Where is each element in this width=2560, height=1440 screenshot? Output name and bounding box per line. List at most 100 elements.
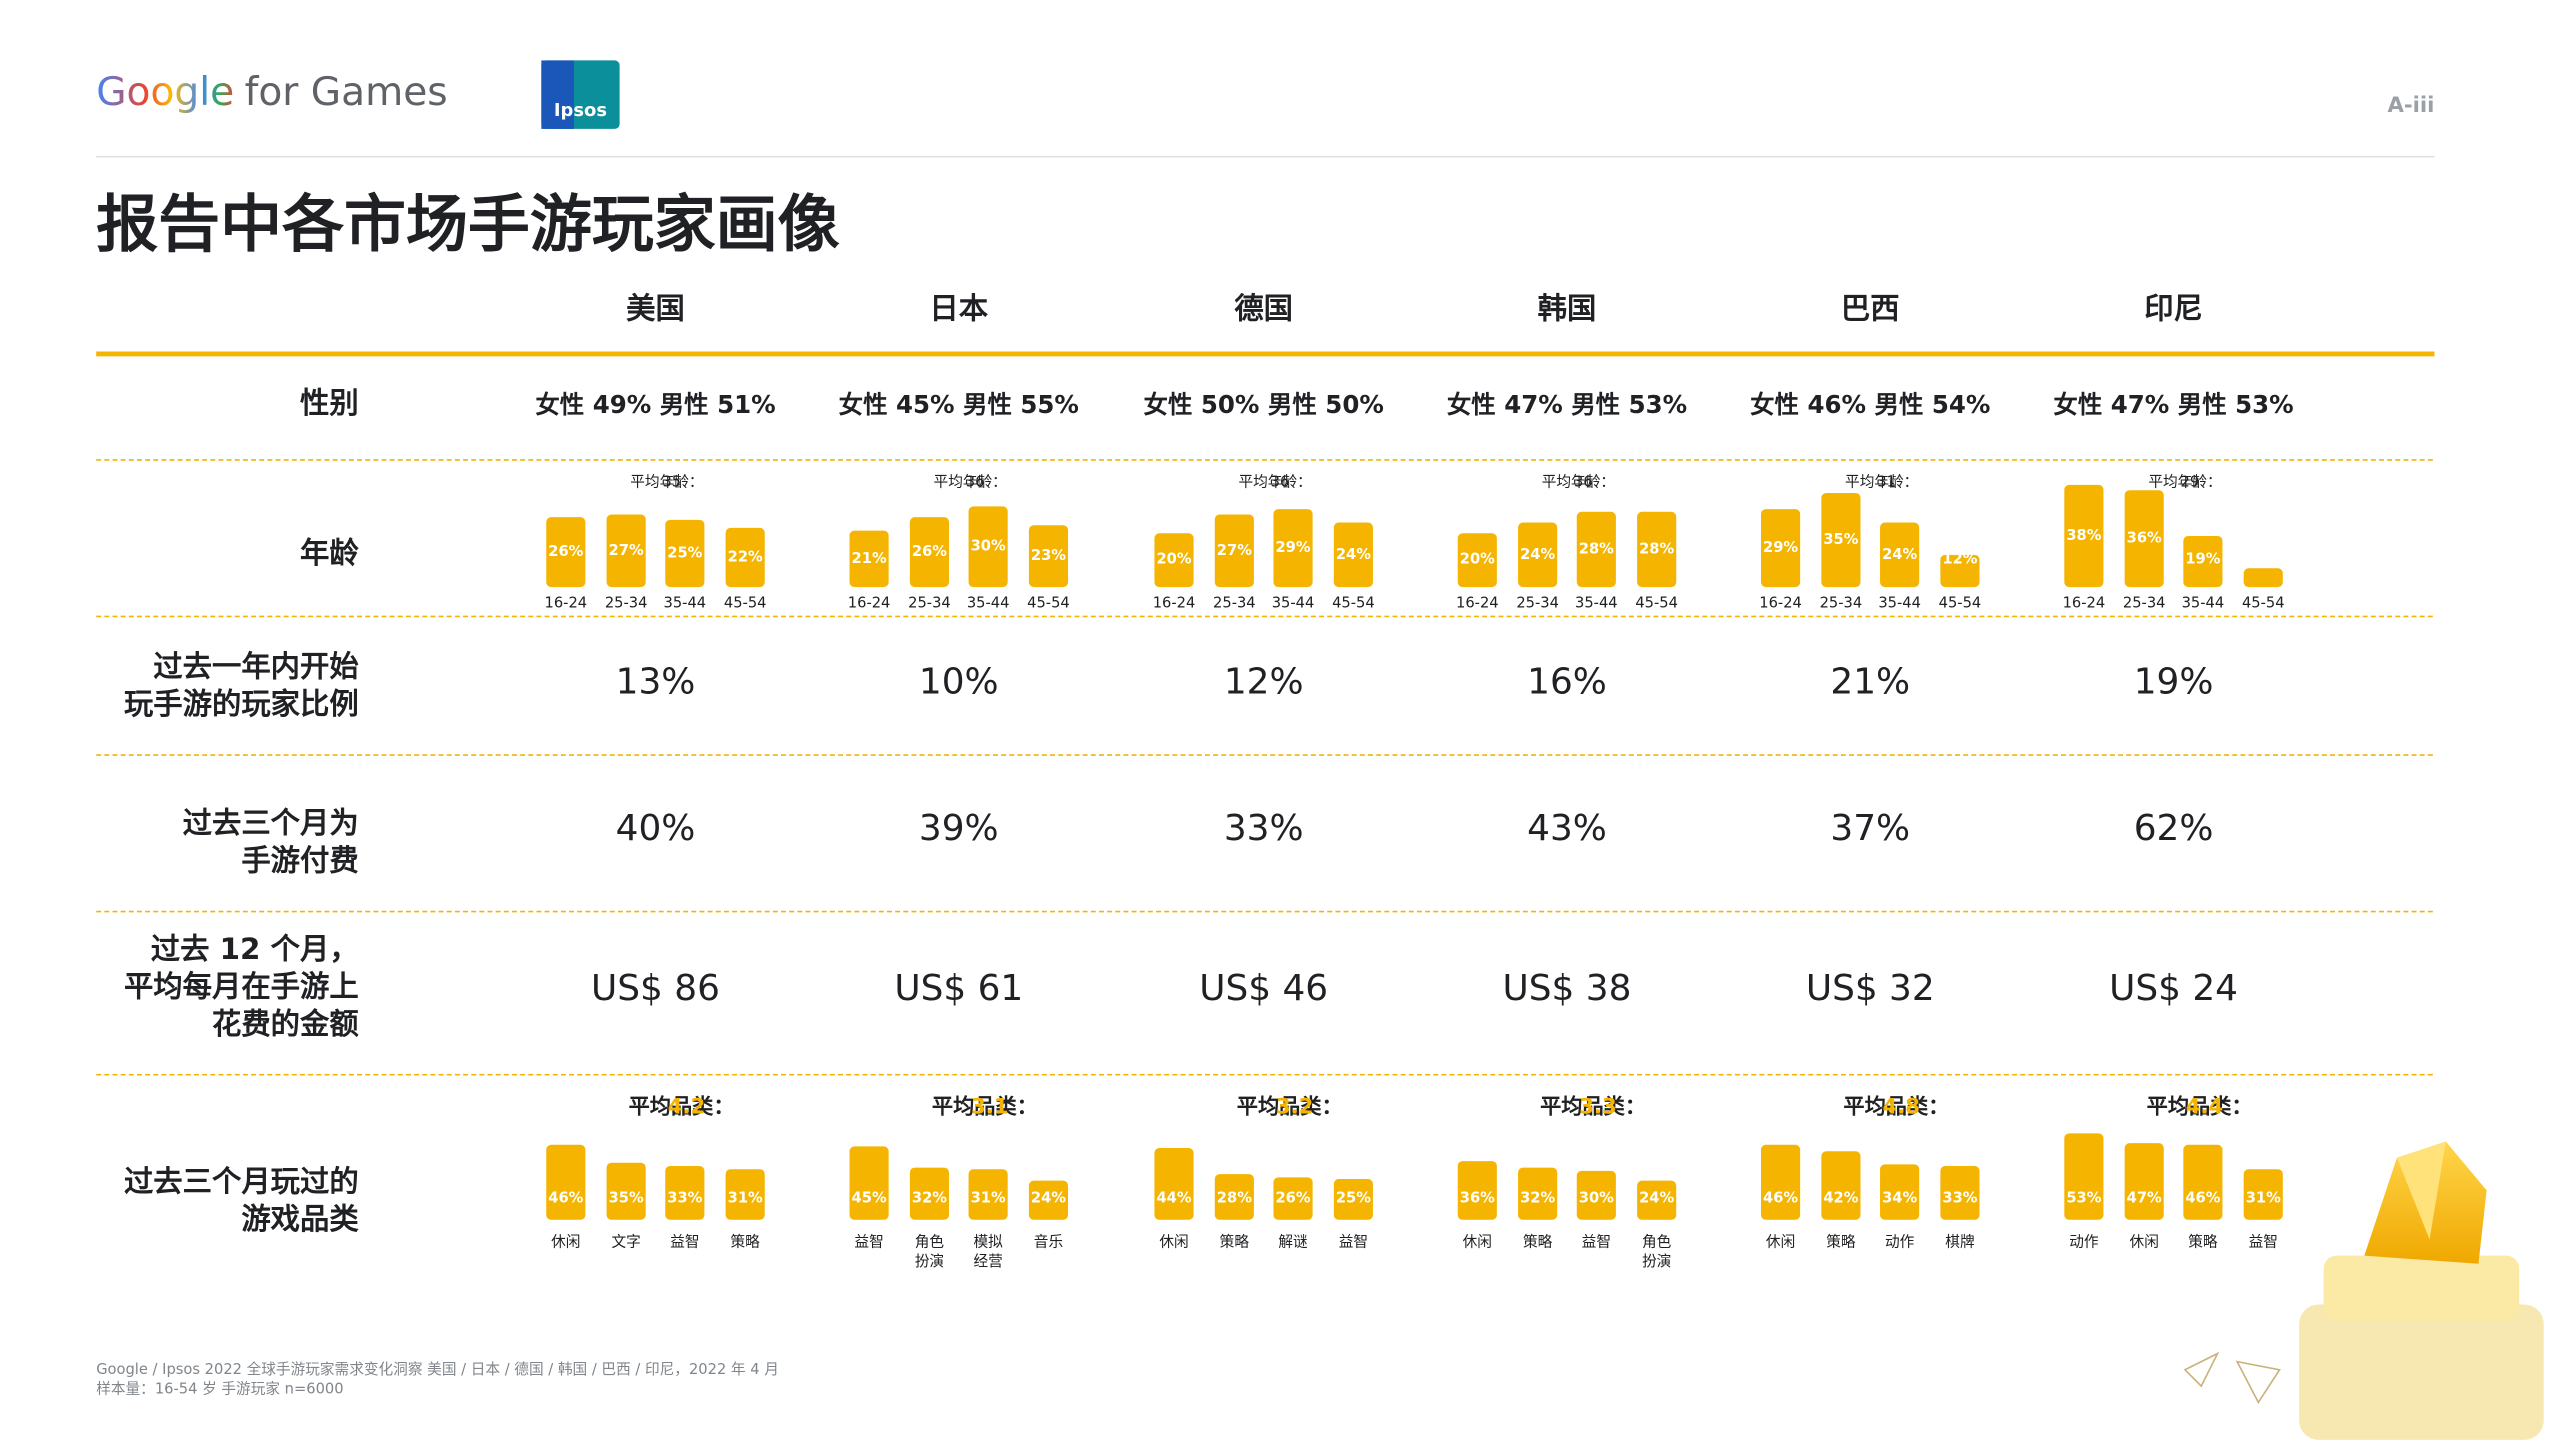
genre-bar-label: 25% — [1336, 1190, 1371, 1207]
age-bar — [849, 530, 889, 588]
genre-name: 动作 — [2069, 1234, 2099, 1251]
country-header: 日本 — [929, 291, 988, 325]
age-bar — [1457, 533, 1497, 588]
row-label: 游戏品类 — [241, 1202, 359, 1236]
age-bar-label: 29% — [1763, 539, 1798, 556]
new-player-share: 21% — [1830, 661, 1910, 702]
gender-split: 女性 46% 男性 54% — [1750, 390, 1990, 419]
genre-avg: 4.2 — [668, 1093, 706, 1118]
age-bar — [725, 527, 765, 588]
age-bar-label: 21% — [852, 550, 887, 567]
age-group: 16-24 — [848, 594, 891, 611]
age-avg: 35 — [662, 474, 681, 491]
genre-bar — [1821, 1151, 1861, 1220]
genre-bar — [1028, 1180, 1069, 1220]
age-avg-label: 平均年龄： — [1845, 474, 1918, 491]
age-group: 45-54 — [1332, 594, 1375, 611]
footnote: Google / Ipsos 2022 全球手游玩家需求变化洞察 美国 / 日本… — [96, 1360, 779, 1378]
genre-name: 扮演 — [915, 1253, 944, 1270]
row-label: 过去一年内开始 — [153, 649, 359, 683]
genre-bar-label: 26% — [1275, 1190, 1310, 1207]
partner-name: Ipsos — [554, 100, 607, 121]
new-player-share: 13% — [616, 661, 696, 702]
footnote: 样本量：16-54 岁 手游玩家 n=6000 — [96, 1380, 343, 1397]
row-label: 过去 12 个月， — [151, 932, 359, 966]
genre-name: 休闲 — [1463, 1234, 1492, 1251]
gender-split: 女性 47% 男性 53% — [2053, 390, 2293, 419]
age-bar-label: 23% — [1031, 547, 1066, 564]
genre-bar-label: 33% — [1942, 1190, 1977, 1207]
genre-avg-label: 平均品类： — [2147, 1093, 2253, 1118]
genre-bar-label: 30% — [1579, 1190, 1614, 1207]
age-bar — [1637, 511, 1677, 588]
genre-name: 策略 — [1523, 1234, 1553, 1251]
monthly-spend: US$ 46 — [1199, 968, 1328, 1009]
new-player-share: 19% — [2134, 661, 2214, 702]
genre-bar-label: 24% — [1639, 1190, 1674, 1207]
genre-bar-label: 46% — [2185, 1190, 2220, 1207]
age-group: 35-44 — [664, 594, 707, 611]
genre-name: 益智 — [1582, 1233, 1611, 1251]
genre-name: 模拟 — [973, 1234, 1003, 1251]
genre-name: 益智 — [2249, 1233, 2278, 1251]
genre-avg-label: 平均品类： — [1540, 1093, 1646, 1118]
age-bar — [1214, 514, 1254, 588]
paid-share: 43% — [1527, 808, 1607, 849]
genre-avg: 4.4 — [2186, 1093, 2224, 1118]
row-label: 玩手游的玩家比例 — [124, 687, 359, 721]
age-bar-label: 26% — [912, 543, 947, 560]
genre-name: 策略 — [2188, 1234, 2218, 1251]
age-bar-label: 27% — [609, 542, 644, 559]
age-avg-label: 平均年龄： — [630, 474, 703, 491]
age-group: 45-54 — [1939, 594, 1982, 611]
genre-name: 益智 — [1339, 1233, 1368, 1251]
genre-bar-label: 31% — [971, 1190, 1006, 1207]
genre-bar — [1214, 1174, 1254, 1220]
monthly-spend: US$ 61 — [894, 968, 1023, 1009]
age-bar-label: 24% — [1520, 546, 1555, 563]
brand-google: Google — [96, 70, 234, 115]
genre-bar-label: 24% — [1031, 1190, 1066, 1207]
row-label: 平均每月在手游上 — [124, 970, 359, 1004]
country-header: 德国 — [1234, 291, 1293, 325]
page-number: A-iii — [2387, 92, 2434, 117]
genre-bar-label: 34% — [1882, 1190, 1917, 1207]
age-bar — [1518, 522, 1558, 588]
genre-name: 文字 — [611, 1234, 640, 1251]
age-group: 25-34 — [2123, 594, 2166, 611]
age-bar-label: 30% — [971, 538, 1006, 555]
genre-avg-label: 平均品类： — [932, 1093, 1038, 1118]
genre-name: 益智 — [854, 1233, 883, 1251]
genre-bar-label: 42% — [1823, 1190, 1858, 1207]
genre-name: 休闲 — [1159, 1234, 1188, 1251]
age-bar-label: 36% — [2127, 530, 2162, 547]
genre-bar — [2243, 1169, 2283, 1220]
genre-bar-label: 36% — [1460, 1190, 1495, 1207]
age-bar — [1154, 533, 1194, 588]
age-bar — [1761, 509, 1801, 588]
age-avg: 31 — [1877, 474, 1896, 491]
genre-bar — [1333, 1179, 1373, 1220]
row-label: 年龄 — [300, 536, 359, 570]
age-group: 25-34 — [908, 594, 951, 611]
genre-bar — [546, 1144, 586, 1220]
age-group: 16-24 — [1759, 594, 1802, 611]
genre-avg: 3.2 — [1276, 1093, 1314, 1118]
monthly-spend: US$ 38 — [1503, 968, 1632, 1009]
age-bar — [968, 506, 1008, 588]
genre-name: 音乐 — [1034, 1234, 1064, 1251]
paid-share: 62% — [2134, 808, 2214, 849]
genre-bar-label: 45% — [852, 1190, 887, 1207]
age-bar-label: 38% — [2066, 527, 2101, 544]
genre-bar — [665, 1165, 705, 1220]
age-group: 25-34 — [1516, 594, 1559, 611]
monthly-spend: US$ 24 — [2109, 968, 2238, 1009]
age-group: 16-24 — [1153, 594, 1196, 611]
paid-share: 37% — [1830, 808, 1910, 849]
age-bar-label: 20% — [1460, 550, 1495, 567]
country-header: 印尼 — [2144, 291, 2203, 325]
genre-bar — [849, 1146, 889, 1220]
country-header: 韩国 — [1538, 291, 1597, 325]
age-bar-label: 22% — [728, 549, 763, 566]
age-group: 25-34 — [1213, 594, 1256, 611]
